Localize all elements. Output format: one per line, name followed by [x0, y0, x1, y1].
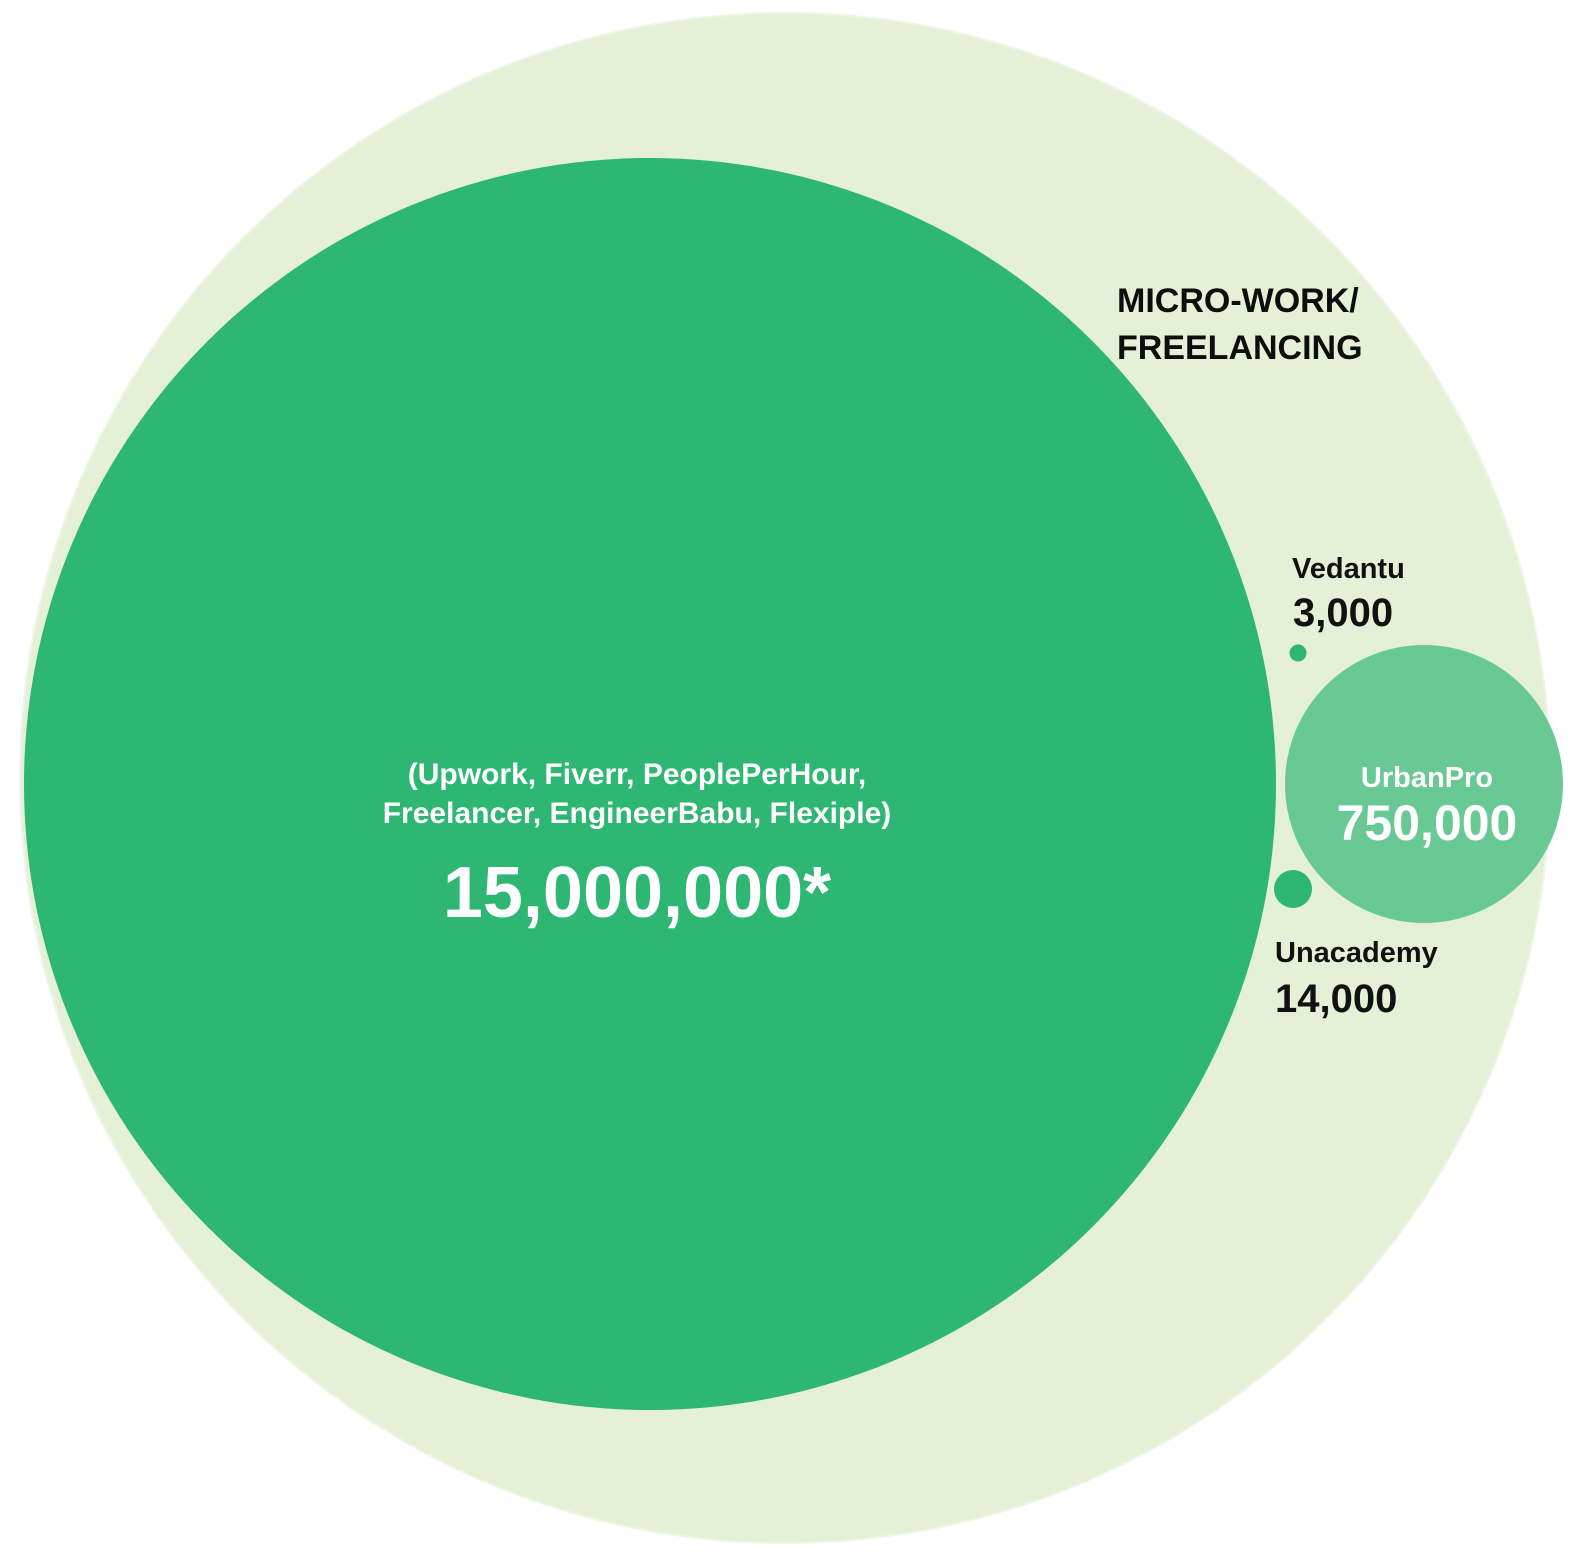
bubble-vedantu: [1289, 644, 1307, 662]
vedantu-name: Vedantu: [1292, 553, 1405, 585]
category-title-line-2: FREELANCING: [1117, 329, 1363, 367]
freelance-platforms-value: 15,000,000*: [443, 853, 831, 933]
urbanpro-value: 750,000: [1337, 795, 1518, 851]
freelance-platforms-label-line-1: (Upwork, Fiverr, PeoplePerHour,: [408, 758, 866, 791]
bubble-freelance-platforms: [24, 158, 1276, 1410]
urbanpro-name: UrbanPro: [1361, 762, 1493, 794]
category-title-line-1: MICRO-WORK/: [1117, 282, 1359, 320]
vedantu-value: 3,000: [1293, 591, 1393, 635]
bubble-urbanpro: [1285, 645, 1563, 923]
bubble-unacademy: [1274, 870, 1312, 908]
unacademy-name: Unacademy: [1275, 937, 1438, 969]
freelance-platforms-label-line-2: Freelancer, EngineerBabu, Flexiple): [383, 797, 892, 830]
unacademy-value: 14,000: [1275, 977, 1397, 1021]
